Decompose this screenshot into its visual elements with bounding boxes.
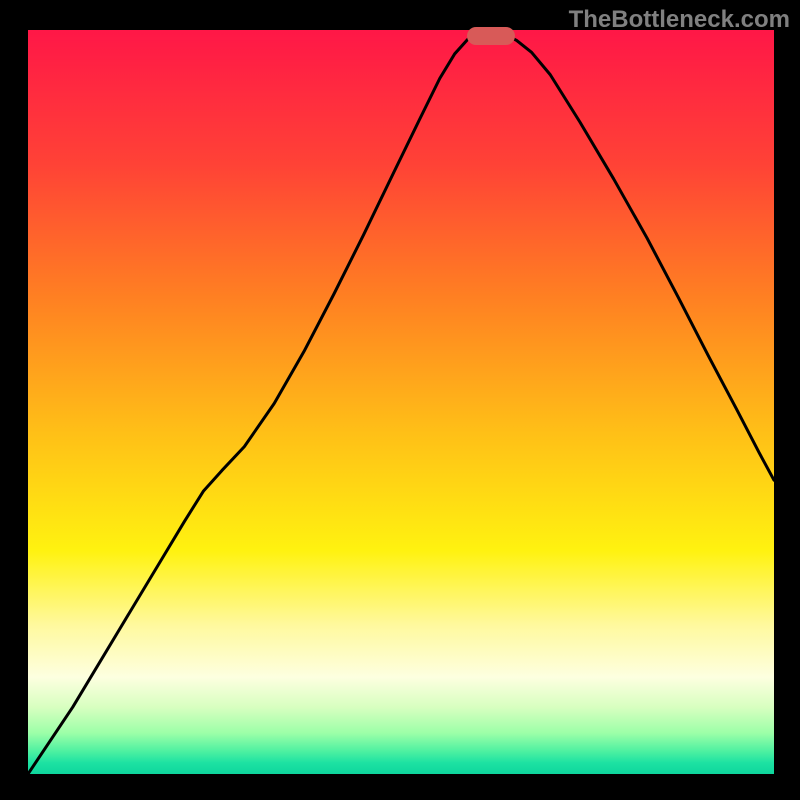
- bottleneck-curve-line: [28, 31, 774, 774]
- watermark-text: TheBottleneck.com: [569, 6, 790, 34]
- gradient-background: [28, 30, 774, 774]
- plot-area: [28, 30, 774, 774]
- optimal-point-marker: [467, 27, 515, 45]
- bottleneck-curve: [28, 30, 774, 774]
